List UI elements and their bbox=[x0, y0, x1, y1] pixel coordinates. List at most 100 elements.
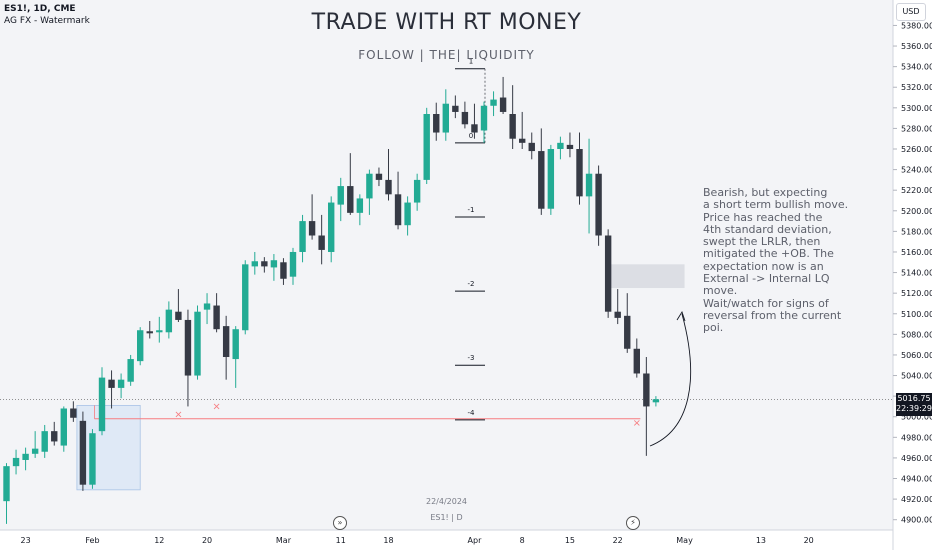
candle bbox=[633, 338, 640, 378]
candle-body bbox=[108, 379, 115, 388]
fib-level-label: -3 bbox=[468, 354, 475, 362]
candle-body bbox=[60, 408, 67, 446]
indicator-label[interactable]: AG FX - Watermark bbox=[4, 16, 90, 26]
candle-body bbox=[385, 179, 392, 195]
fib-level-label: 1 bbox=[469, 58, 473, 66]
candle bbox=[175, 289, 182, 322]
candle bbox=[203, 293, 211, 325]
candle-body bbox=[633, 348, 640, 374]
arrow-head-icon bbox=[676, 310, 686, 322]
candle bbox=[471, 103, 478, 139]
time-tick-label: Feb bbox=[85, 536, 99, 545]
candle-body bbox=[146, 331, 153, 334]
chart-title: TRADE WITH RT MONEY bbox=[311, 10, 582, 35]
candle bbox=[366, 169, 373, 215]
time-tick-label: 20 bbox=[804, 536, 814, 545]
candle-body bbox=[404, 202, 411, 226]
candle-body bbox=[127, 359, 134, 382]
candle-body bbox=[576, 149, 583, 197]
candle bbox=[442, 89, 449, 141]
candle bbox=[194, 305, 201, 380]
candle-body bbox=[242, 264, 249, 331]
candle-body bbox=[213, 305, 220, 330]
price-tick-label: 4920.00 bbox=[901, 495, 932, 504]
candle bbox=[499, 76, 507, 114]
candle bbox=[624, 293, 631, 353]
candle-body bbox=[452, 105, 459, 112]
candle-body bbox=[137, 330, 144, 362]
candle bbox=[356, 194, 364, 226]
price-tick-label: 5100.00 bbox=[901, 310, 932, 319]
candle bbox=[184, 309, 192, 407]
candle-body bbox=[328, 202, 335, 252]
candle bbox=[79, 411, 87, 491]
time-tick-label: 15 bbox=[565, 536, 575, 545]
candle bbox=[280, 258, 287, 285]
candle-body bbox=[184, 319, 192, 376]
lightning-icon[interactable]: ⚡ bbox=[626, 516, 640, 530]
candle-body bbox=[423, 114, 430, 180]
candle-body bbox=[203, 303, 211, 310]
candle bbox=[137, 327, 144, 366]
currency-button[interactable]: USD bbox=[896, 3, 926, 21]
candle bbox=[3, 463, 10, 524]
candle bbox=[604, 229, 612, 318]
candle bbox=[433, 102, 440, 141]
symbol-label[interactable]: ES1!, 1D, CME bbox=[4, 4, 76, 14]
candle-body bbox=[528, 142, 535, 152]
candle bbox=[318, 214, 325, 265]
time-tick-label: 23 bbox=[21, 536, 31, 545]
sweep-x-mark: × bbox=[174, 410, 182, 421]
candle-body bbox=[461, 111, 469, 125]
price-tick-label: 5220.00 bbox=[901, 186, 932, 195]
curved-arrow bbox=[649, 313, 692, 447]
candle-body bbox=[624, 315, 631, 349]
candle bbox=[213, 293, 220, 333]
candle-body bbox=[280, 262, 287, 279]
candle bbox=[251, 251, 258, 275]
price-axis-panel bbox=[893, 0, 932, 550]
candle bbox=[146, 320, 153, 339]
candle bbox=[41, 424, 48, 458]
candle-body bbox=[519, 138, 526, 143]
candle bbox=[413, 173, 421, 211]
candle bbox=[156, 316, 163, 343]
fast-forward-icon[interactable]: » bbox=[333, 516, 347, 530]
candle bbox=[347, 153, 354, 215]
last-price-tag: 5016.75 22:39:29 bbox=[896, 393, 932, 416]
price-tick-label: 4960.00 bbox=[901, 454, 932, 463]
candle bbox=[423, 107, 430, 185]
candle-body bbox=[643, 373, 650, 407]
candle bbox=[375, 167, 383, 187]
candle-body bbox=[70, 408, 77, 418]
candle-body bbox=[375, 173, 383, 180]
price-tick-label: 5140.00 bbox=[901, 269, 932, 278]
candle bbox=[89, 429, 96, 489]
candle-body bbox=[89, 433, 96, 485]
time-tick-label: 12 bbox=[154, 536, 164, 545]
candle-body bbox=[547, 149, 555, 209]
price-tick-label: 4900.00 bbox=[901, 516, 932, 525]
price-tick-label: 5200.00 bbox=[901, 207, 932, 216]
watermark-symbol: ES1! | D bbox=[430, 513, 463, 522]
candle-body bbox=[595, 173, 602, 236]
candle bbox=[289, 247, 297, 285]
analysis-note[interactable]: Bearish, but expecting a short term bull… bbox=[703, 186, 849, 335]
candle bbox=[576, 132, 583, 205]
candle-body bbox=[347, 186, 354, 213]
candle bbox=[557, 136, 564, 160]
price-tick-label: 5300.00 bbox=[901, 104, 932, 113]
fib-level-label: -4 bbox=[468, 409, 476, 417]
time-tick-label: 13 bbox=[756, 536, 766, 545]
candle bbox=[509, 85, 516, 150]
price-tick-label: 5340.00 bbox=[901, 63, 932, 72]
candle-body bbox=[490, 99, 497, 106]
time-tick-label: 8 bbox=[520, 536, 525, 545]
candle-body bbox=[471, 124, 478, 133]
price-tick-label: 4940.00 bbox=[901, 475, 932, 484]
price-tick-label: 5080.00 bbox=[901, 330, 932, 339]
candle-body bbox=[31, 448, 39, 454]
candle bbox=[328, 196, 335, 263]
candle-body bbox=[261, 261, 268, 267]
